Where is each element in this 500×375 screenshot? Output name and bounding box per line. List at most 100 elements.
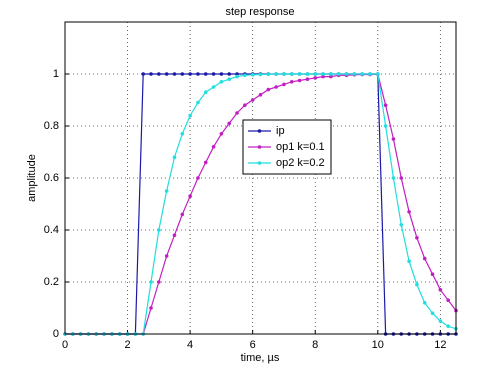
point-marker bbox=[196, 72, 200, 76]
point-marker bbox=[399, 223, 404, 227]
point-marker bbox=[219, 132, 224, 136]
point-marker bbox=[391, 137, 396, 141]
point-marker bbox=[383, 103, 388, 107]
point-marker bbox=[211, 145, 216, 149]
point-marker bbox=[313, 76, 318, 80]
point-marker bbox=[430, 272, 435, 277]
y-tick-label: 0.6 bbox=[44, 172, 59, 184]
point-marker bbox=[149, 306, 153, 310]
point-marker bbox=[172, 72, 177, 76]
legend-marker bbox=[257, 129, 262, 133]
point-marker bbox=[149, 280, 153, 284]
point-marker bbox=[188, 194, 192, 198]
x-tick-label: 0 bbox=[62, 339, 68, 351]
point-marker bbox=[289, 80, 294, 84]
point-marker bbox=[313, 72, 318, 76]
point-marker bbox=[297, 78, 302, 83]
point-marker bbox=[352, 72, 357, 76]
point-marker bbox=[164, 254, 169, 258]
point-marker bbox=[235, 74, 239, 79]
legend-label: op2 k=0.2 bbox=[276, 157, 325, 169]
legend-label: ip bbox=[276, 125, 285, 137]
point-marker bbox=[289, 72, 294, 76]
point-marker bbox=[282, 72, 286, 76]
point-marker bbox=[258, 93, 263, 97]
point-marker bbox=[282, 82, 286, 87]
point-marker bbox=[211, 85, 216, 89]
point-marker bbox=[188, 113, 192, 118]
point-marker bbox=[329, 74, 333, 79]
x-tick-label: 12 bbox=[434, 339, 446, 351]
point-marker bbox=[219, 72, 224, 76]
point-marker bbox=[305, 72, 310, 76]
point-marker bbox=[196, 176, 200, 180]
point-marker bbox=[438, 319, 443, 323]
point-marker bbox=[266, 87, 271, 92]
point-marker bbox=[446, 298, 450, 303]
point-marker bbox=[227, 121, 232, 126]
point-marker bbox=[235, 72, 239, 76]
point-marker bbox=[149, 72, 153, 76]
x-tick-label: 4 bbox=[187, 339, 193, 351]
point-marker bbox=[227, 77, 232, 81]
point-marker bbox=[360, 72, 364, 76]
x-axis-label: time, µs bbox=[241, 352, 280, 364]
point-marker bbox=[164, 72, 169, 76]
point-marker bbox=[321, 72, 325, 76]
point-marker bbox=[203, 72, 208, 76]
y-tick-label: 0 bbox=[53, 328, 59, 340]
point-marker bbox=[391, 176, 396, 180]
x-tick-label: 8 bbox=[312, 339, 318, 351]
point-marker bbox=[321, 74, 325, 79]
point-marker bbox=[368, 72, 372, 76]
point-marker bbox=[180, 212, 185, 217]
chart-title: step response bbox=[225, 6, 294, 18]
point-marker bbox=[430, 311, 435, 316]
point-marker bbox=[157, 228, 161, 232]
x-tick-label: 2 bbox=[124, 339, 130, 351]
y-tick-label: 1 bbox=[53, 68, 59, 80]
point-marker bbox=[336, 72, 341, 76]
point-marker bbox=[172, 233, 177, 237]
point-marker bbox=[407, 210, 411, 214]
point-marker bbox=[172, 155, 177, 159]
point-marker bbox=[422, 256, 427, 261]
point-marker bbox=[243, 103, 247, 107]
point-marker bbox=[227, 72, 232, 76]
x-tick-label: 6 bbox=[250, 339, 256, 351]
point-marker bbox=[438, 288, 443, 292]
point-marker bbox=[305, 77, 310, 81]
legend-marker bbox=[257, 145, 262, 149]
y-tick-label: 0.4 bbox=[44, 224, 59, 236]
point-marker bbox=[415, 236, 419, 240]
point-marker bbox=[243, 73, 247, 78]
point-marker bbox=[203, 160, 208, 165]
point-marker bbox=[235, 111, 239, 115]
legend-marker bbox=[257, 161, 262, 165]
point-marker bbox=[274, 72, 278, 76]
point-marker bbox=[344, 72, 349, 76]
point-marker bbox=[274, 85, 278, 89]
point-marker bbox=[415, 282, 419, 287]
point-marker bbox=[297, 72, 302, 76]
point-marker bbox=[157, 72, 161, 76]
point-marker bbox=[399, 176, 404, 180]
point-marker bbox=[180, 132, 185, 136]
point-marker bbox=[266, 72, 271, 77]
y-tick-label: 0.2 bbox=[44, 276, 59, 288]
point-marker bbox=[196, 100, 200, 105]
point-marker bbox=[383, 124, 388, 128]
point-marker bbox=[376, 72, 380, 76]
point-marker bbox=[250, 98, 255, 102]
y-axis-label: amplitude bbox=[26, 154, 38, 202]
legend-label: op1 k=0.1 bbox=[276, 141, 325, 153]
point-marker bbox=[141, 72, 145, 76]
point-marker bbox=[258, 72, 263, 77]
x-tick-label: 10 bbox=[372, 339, 384, 351]
point-marker bbox=[422, 301, 427, 305]
point-marker bbox=[203, 90, 208, 94]
point-marker bbox=[164, 189, 169, 193]
y-tick-label: 0.8 bbox=[44, 120, 59, 132]
point-marker bbox=[157, 280, 161, 284]
point-marker bbox=[188, 72, 192, 76]
